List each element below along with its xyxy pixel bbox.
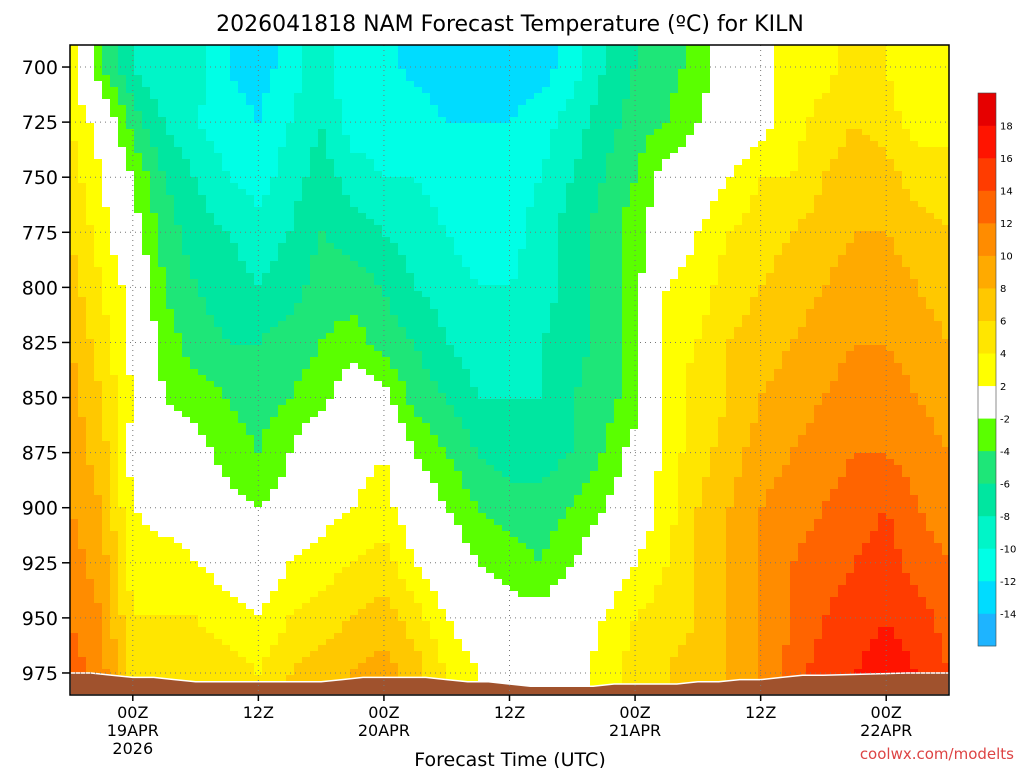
x-tick-label: 22APR bbox=[860, 721, 912, 740]
legend-label: 14 bbox=[1000, 187, 1013, 198]
legend-swatch bbox=[978, 548, 996, 582]
legend-label: 2 bbox=[1000, 382, 1006, 393]
x-tick-label: 20APR bbox=[358, 721, 410, 740]
legend-label: 4 bbox=[1000, 349, 1006, 360]
y-tick-label: 775 bbox=[22, 222, 58, 244]
y-tick-label: 850 bbox=[22, 388, 58, 410]
y-tick-label: 925 bbox=[22, 553, 58, 575]
y-tick-label: 975 bbox=[22, 663, 58, 685]
legend-swatch bbox=[978, 255, 996, 289]
legend-swatch bbox=[978, 483, 996, 517]
x-tick-label: 12Z bbox=[243, 703, 274, 722]
legend-label: -12 bbox=[1000, 577, 1016, 588]
legend-swatch bbox=[978, 158, 996, 191]
x-tick-label: 00Z bbox=[871, 703, 902, 722]
grid bbox=[70, 45, 949, 695]
x-tick-label: 12Z bbox=[494, 703, 525, 722]
legend-swatch bbox=[978, 418, 996, 452]
legend-label: -6 bbox=[1000, 479, 1010, 490]
legend-label: -10 bbox=[1000, 544, 1016, 555]
legend-label: -4 bbox=[1000, 447, 1010, 458]
legend-swatch bbox=[978, 125, 996, 159]
legend-label: 6 bbox=[1000, 317, 1006, 328]
legend-swatch bbox=[978, 93, 996, 126]
legend-swatch bbox=[978, 223, 996, 256]
y-tick-label: 825 bbox=[22, 332, 58, 354]
legend-label: 12 bbox=[1000, 219, 1013, 230]
y-tick-label: 725 bbox=[22, 112, 58, 134]
legend-swatch bbox=[978, 190, 996, 224]
legend-swatch bbox=[978, 515, 996, 549]
temperature-field bbox=[70, 45, 949, 695]
y-tick-label: 800 bbox=[22, 277, 58, 299]
chart-title: 2026041818 NAM Forecast Temperature (ºC)… bbox=[216, 12, 804, 37]
x-tick-label: 00Z bbox=[368, 703, 399, 722]
y-tick-label: 875 bbox=[22, 443, 58, 465]
legend-swatch bbox=[978, 450, 996, 484]
x-tick-label: 12Z bbox=[745, 703, 776, 722]
legend-label: 10 bbox=[1000, 252, 1013, 263]
legend-frame bbox=[977, 92, 997, 647]
legend-label: -2 bbox=[1000, 414, 1010, 425]
x-tick-label: 00Z bbox=[117, 703, 148, 722]
y-tick-label: 700 bbox=[22, 57, 58, 79]
color-legend: -14 -12 -10 -8 -6 -4 -2 2 4 6 8 10 12 14 16 18 bbox=[977, 92, 1016, 647]
y-tick-label: 950 bbox=[22, 608, 58, 630]
y-axis: 700 725 750 775 800 825 850 875 900 925 950 975 bbox=[22, 57, 70, 685]
plot-area bbox=[70, 45, 949, 695]
x-axis-label: Forecast Time (UTC) bbox=[414, 749, 605, 768]
surface-ground bbox=[70, 672, 949, 695]
legend-swatch bbox=[978, 385, 996, 419]
y-tick-label: 750 bbox=[22, 167, 58, 189]
legend-swatch bbox=[978, 580, 996, 614]
legend-swatch bbox=[978, 613, 996, 647]
credit-text: coolwx.com/modelts bbox=[860, 745, 1014, 763]
x-tick-label: 2026 bbox=[112, 739, 153, 758]
legend-label: 18 bbox=[1000, 122, 1013, 133]
legend-label: 8 bbox=[1000, 284, 1006, 295]
legend-label: -14 bbox=[1000, 609, 1016, 620]
y-tick-label: 900 bbox=[22, 498, 58, 520]
x-tick-label: 00Z bbox=[619, 703, 650, 722]
legend-swatch bbox=[978, 288, 996, 322]
x-tick-label: 19APR bbox=[107, 721, 159, 740]
legend-label: -8 bbox=[1000, 512, 1010, 523]
x-tick-label: 21APR bbox=[609, 721, 661, 740]
legend-swatch bbox=[978, 320, 996, 354]
legend-swatch bbox=[978, 353, 996, 387]
legend-label: 16 bbox=[1000, 154, 1013, 165]
